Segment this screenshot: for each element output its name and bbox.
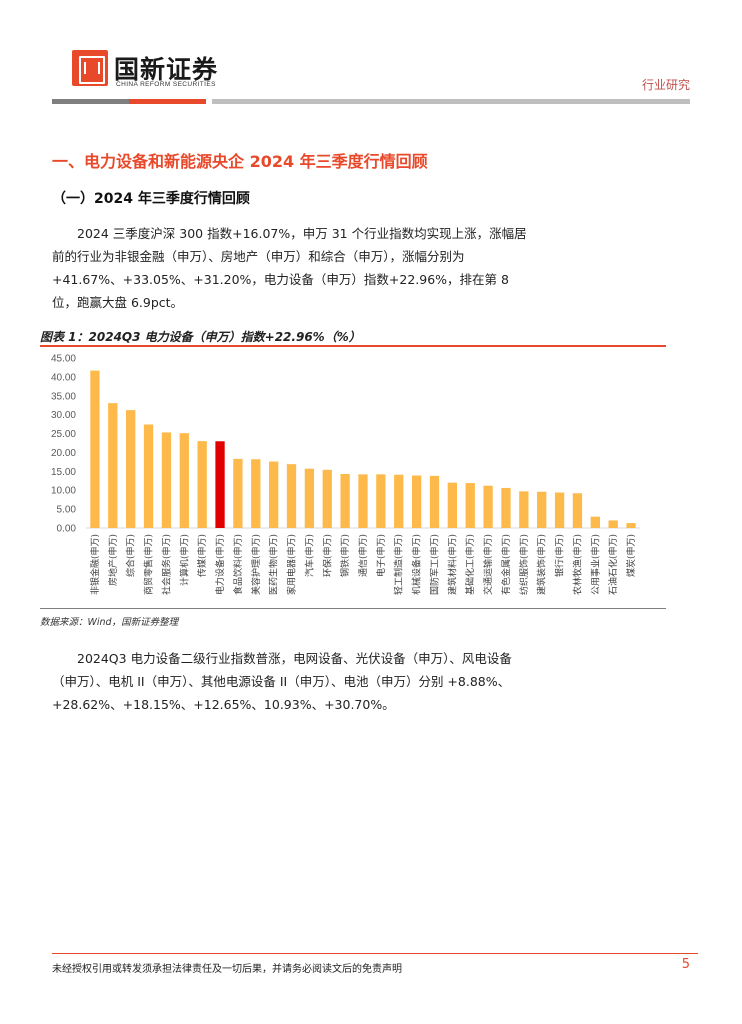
x-tick-label: 轻工制造(申万) bbox=[393, 534, 405, 595]
x-tick-label: 通信(申万) bbox=[357, 534, 369, 577]
bar bbox=[126, 410, 136, 528]
x-tick-label: 纺织服饰(申万) bbox=[518, 534, 530, 595]
x-tick-label: 社会服务(申万) bbox=[160, 534, 172, 595]
figure-title: 图表 1：2024Q3 电力设备（申万）指数+22.96%（%） bbox=[40, 330, 361, 344]
x-tick-label: 食品饮料(申万) bbox=[232, 534, 244, 595]
x-tick-label: 公用事业(申万) bbox=[589, 534, 601, 595]
bar bbox=[251, 459, 261, 528]
x-tick-label: 美容护理(申万) bbox=[250, 534, 262, 595]
bar bbox=[268, 461, 279, 528]
header-rule-accent bbox=[52, 99, 206, 104]
y-tick-label: 40.00 bbox=[51, 372, 76, 383]
y-tick-label: 45.00 bbox=[51, 354, 76, 365]
bar bbox=[572, 493, 583, 528]
brand-subtitle: CHINA REFORM SECURITIES bbox=[116, 81, 216, 88]
x-tick-label: 房地产(申万) bbox=[107, 534, 119, 586]
footer-rule bbox=[52, 953, 698, 954]
subsection-heading: （一）2024 年三季度行情回顾 bbox=[52, 191, 250, 207]
bar bbox=[590, 516, 600, 528]
x-tick-label: 建筑材料(申万) bbox=[446, 534, 458, 595]
footer-disclaimer: 未经授权引用或转发须承担法律责任及一切后果，并请务必阅读文后的免责声明 bbox=[52, 964, 402, 975]
page-number: 5 bbox=[681, 957, 690, 972]
x-tick-label: 医药生物(申万) bbox=[268, 534, 280, 595]
figure-bottom-rule bbox=[40, 608, 666, 609]
x-tick-label: 有色金属(申万) bbox=[500, 534, 512, 595]
figure-top-rule bbox=[40, 345, 666, 347]
header-rule bbox=[212, 99, 690, 104]
bar-chart: 45.00 40.00 35.00 30.00 25.00 20.00 15.00 10.00… bbox=[51, 354, 640, 595]
x-tick-label: 汽车(申万) bbox=[303, 534, 315, 577]
x-tick-label: 农林牧渔(申万) bbox=[571, 534, 583, 595]
bar bbox=[429, 475, 440, 528]
bar bbox=[358, 474, 368, 528]
bar bbox=[90, 370, 100, 528]
y-tick-label: 35.00 bbox=[51, 391, 76, 402]
x-tick-label: 家用电器(申万) bbox=[286, 534, 298, 595]
x-tick-label: 电力设备(申万) bbox=[214, 534, 226, 595]
bar bbox=[215, 441, 225, 528]
bar bbox=[376, 474, 386, 528]
x-tick-label: 综合(申万) bbox=[125, 534, 137, 577]
figure-source: 数据来源：Wind，国新证券整理 bbox=[40, 617, 179, 628]
bar bbox=[608, 520, 618, 528]
x-tick-label: 环保(申万) bbox=[321, 534, 333, 577]
y-tick-label: 20.00 bbox=[51, 448, 76, 459]
x-tick-label: 国防军工(申万) bbox=[428, 534, 440, 595]
bar bbox=[304, 468, 315, 528]
y-tick-label: 5.00 bbox=[57, 505, 77, 516]
body-paragraph-2: 2024Q3 电力设备二级行业指数普涨，电网设备、光伏设备（申万）、风电设备（申… bbox=[52, 651, 512, 712]
bar bbox=[233, 458, 243, 528]
bar bbox=[411, 475, 422, 528]
y-tick-label: 10.00 bbox=[51, 486, 76, 497]
bar bbox=[537, 491, 547, 528]
bar bbox=[626, 523, 636, 528]
x-tick-label: 计算机(申万) bbox=[178, 534, 190, 586]
bar bbox=[143, 424, 154, 528]
bar bbox=[108, 403, 118, 528]
bar bbox=[501, 487, 511, 528]
body-paragraph-1: 2024 三季度沪深 300 指数+16.07%，申万 31 个行业指数均实现上… bbox=[52, 226, 527, 310]
x-tick-label: 传媒(申万) bbox=[196, 534, 208, 577]
section-heading: 一、电力设备和新能源央企 2024 年三季度行情回顾 bbox=[52, 152, 428, 171]
bar bbox=[322, 469, 332, 528]
bar bbox=[340, 473, 350, 528]
x-tick-label: 商贸零售(申万) bbox=[143, 534, 155, 595]
bar bbox=[161, 432, 172, 528]
document-type: 行业研究 bbox=[641, 78, 690, 92]
bar bbox=[554, 492, 565, 528]
bar bbox=[519, 491, 529, 528]
x-tick-label: 建筑装饰(申万) bbox=[536, 534, 548, 595]
brand-logo-icon bbox=[72, 50, 108, 86]
y-tick-label: 15.00 bbox=[51, 467, 76, 478]
y-tick-label: 25.00 bbox=[51, 429, 76, 440]
bar bbox=[286, 464, 297, 528]
x-tick-label: 银行(申万) bbox=[554, 534, 566, 577]
x-tick-label: 钢铁(申万) bbox=[339, 534, 351, 577]
bar bbox=[197, 441, 207, 528]
bar bbox=[483, 485, 493, 528]
x-tick-label: 煤炭(申万) bbox=[625, 534, 637, 577]
x-tick-label: 交通运输(申万) bbox=[482, 534, 494, 595]
x-tick-label: 电子(申万) bbox=[375, 534, 387, 577]
x-tick-label: 石油石化(申万) bbox=[607, 534, 619, 595]
brand-name: 国新证券 bbox=[114, 55, 219, 84]
bar bbox=[179, 433, 189, 528]
x-tick-label: 机械设备(申万) bbox=[411, 534, 423, 595]
y-tick-label: 0.00 bbox=[57, 524, 77, 535]
bar bbox=[465, 483, 475, 528]
x-tick-label: 非银金融(申万) bbox=[89, 534, 101, 595]
bar bbox=[394, 474, 404, 528]
x-tick-label: 基础化工(申万) bbox=[464, 534, 476, 595]
bar bbox=[447, 482, 458, 528]
y-tick-label: 30.00 bbox=[51, 410, 76, 421]
